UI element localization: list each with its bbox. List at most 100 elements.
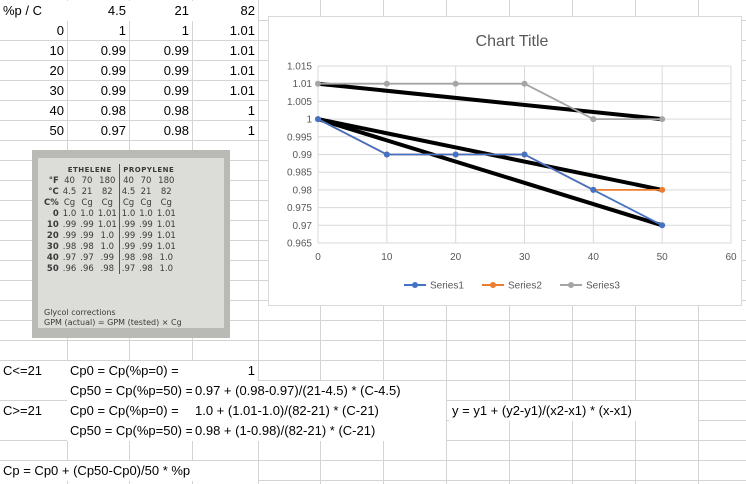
- data-point[interactable]: [315, 80, 321, 87]
- cp50-value[interactable]: 0.98 + (1-0.98)/(82-21) * (C-21): [192, 421, 446, 441]
- data-point[interactable]: [659, 116, 666, 123]
- x-tick-label: 30: [519, 252, 531, 263]
- photo-cell: .99: [118, 241, 138, 252]
- data-point[interactable]: [590, 116, 597, 123]
- table-cell[interactable]: 10: [49, 43, 64, 58]
- photo-cell: 82: [160, 186, 172, 197]
- x-tick-label: 20: [450, 252, 462, 263]
- photo-cell: 1.0: [100, 230, 115, 241]
- data-point[interactable]: [452, 151, 459, 158]
- photo-cell: 1.01: [97, 208, 117, 219]
- data-point[interactable]: [521, 151, 528, 158]
- table-cell[interactable]: 0.98: [163, 123, 189, 138]
- photo-cell: .99: [118, 230, 138, 241]
- legend-marker: [568, 282, 574, 288]
- y-tick-label: 0.99: [293, 150, 313, 161]
- photo-cell: .96: [80, 263, 94, 274]
- table-cell[interactable]: 0: [56, 23, 64, 38]
- table-cell[interactable]: 1.01: [229, 23, 255, 38]
- photo-cell: 30: [46, 241, 59, 252]
- table-cell[interactable]: 0.99: [163, 63, 189, 78]
- data-point[interactable]: [452, 80, 459, 87]
- photo-cell: .98: [139, 252, 153, 263]
- table-cell[interactable]: 0.99: [100, 43, 126, 58]
- data-point[interactable]: [590, 186, 597, 193]
- photo-cell: Cg: [101, 197, 113, 208]
- data-point[interactable]: [383, 80, 390, 87]
- photo-cell: 10: [46, 219, 59, 230]
- table-cell[interactable]: 40: [49, 103, 64, 118]
- data-point[interactable]: [383, 151, 390, 158]
- photo-cell: .99: [139, 219, 153, 230]
- series-line-series1[interactable]: [317, 118, 663, 227]
- data-point[interactable]: [659, 186, 666, 193]
- photo-cell: 0: [52, 208, 59, 219]
- legend-label[interactable]: Series3: [586, 281, 620, 292]
- table-cell[interactable]: 1.01: [229, 83, 255, 98]
- table-cell[interactable]: 30: [49, 83, 64, 98]
- table-header-cell[interactable]: %p / C: [0, 1, 67, 21]
- photo-header-ethelene: ETHELENE: [67, 165, 112, 174]
- trendline[interactable]: [316, 81, 665, 122]
- table-cell[interactable]: 0.99: [163, 43, 189, 58]
- data-point[interactable]: [521, 80, 528, 87]
- table-cell[interactable]: 0.99: [163, 83, 189, 98]
- cp50-value[interactable]: 0.97 + (0.98-0.97)/(21-4.5) * (C-4.5): [192, 381, 446, 401]
- cp0-value[interactable]: 1.0 + (1.01-1.0)/(82-21) * (C-21): [192, 401, 446, 421]
- legend-marker: [490, 282, 496, 288]
- table-cell[interactable]: 20: [49, 63, 64, 78]
- table-header-cell[interactable]: 21: [129, 1, 192, 21]
- table-cell[interactable]: 0.99: [100, 83, 126, 98]
- table-cell[interactable]: 1.01: [229, 43, 255, 58]
- photo-cell: 1.01: [156, 230, 176, 241]
- table-cell[interactable]: 50: [49, 123, 64, 138]
- cp-final-formula[interactable]: Cp = Cp0 + (Cp50-Cp0)/50 * %p: [0, 461, 258, 481]
- photo-cell: .98: [100, 263, 115, 274]
- table-cell[interactable]: 0.98: [100, 103, 126, 118]
- table-cell[interactable]: 1: [118, 23, 126, 38]
- chart-title[interactable]: Chart Title: [476, 33, 549, 50]
- y-tick-label: 1: [306, 115, 312, 126]
- cp0-value[interactable]: 1: [192, 361, 258, 381]
- y-tick-label: 1.015: [287, 62, 312, 73]
- condition-label[interactable]: C>=21: [0, 401, 67, 421]
- table-header-cell[interactable]: 82: [192, 1, 258, 21]
- table-cell[interactable]: 0.98: [163, 103, 189, 118]
- y-tick-label: 0.97: [293, 221, 313, 232]
- glycol-table-photo[interactable]: ETHELENE PROPYLENE °F 40 70 180 40 70 18…: [32, 150, 230, 338]
- chart-svg: 0.965 0.97 0.975 0.98 0.985 0.99 0.995 1 1.005 1.…: [287, 33, 737, 292]
- photo-cell: .98: [62, 241, 77, 252]
- condition-label[interactable]: C<=21: [0, 361, 67, 381]
- photo-footer-formula: GPM (actual) = GPM (tested) × Cg: [44, 318, 182, 327]
- table-cell[interactable]: 0.99: [100, 63, 126, 78]
- table-cell[interactable]: 1.01: [229, 63, 255, 78]
- table-cell[interactable]: 1: [247, 123, 255, 138]
- table-cell[interactable]: 1: [247, 103, 255, 118]
- table-cell[interactable]: 0.97: [100, 123, 126, 138]
- legend-label[interactable]: Series2: [508, 281, 542, 292]
- series-line-series3[interactable]: [318, 82, 663, 120]
- photo-cell: 1.01: [156, 208, 176, 219]
- line-chart[interactable]: 0.965 0.97 0.975 0.98 0.985 0.99 0.995 1 1.005 1.…: [268, 16, 742, 306]
- cp0-label[interactable]: Cp0 = Cp(%p=0) =: [67, 361, 192, 381]
- row-divider: [0, 340, 746, 341]
- interpolation-formula[interactable]: y = y1 + (y2-y1)/(x2-x1) * (x-x1): [449, 401, 698, 421]
- legend-label[interactable]: Series1: [430, 281, 464, 292]
- photo-cell: 180: [158, 175, 175, 186]
- photo-table: ETHELENE PROPYLENE °F 40 70 180 40 70 18…: [42, 164, 178, 274]
- cp50-label[interactable]: Cp50 = Cp(%p=50) =: [67, 421, 193, 441]
- x-tick-label: 10: [381, 252, 393, 263]
- cp50-label[interactable]: Cp50 = Cp(%p=50) =: [67, 381, 193, 401]
- photo-cell: Cg: [140, 197, 152, 208]
- table-header-cell[interactable]: 4.5: [67, 1, 129, 21]
- trendline[interactable]: [316, 117, 665, 228]
- photo-cell: Cg: [81, 197, 93, 208]
- x-tick-label: 0: [315, 252, 321, 263]
- y-tick-label: 0.985: [287, 168, 312, 179]
- y-tick-label: 0.98: [293, 185, 313, 196]
- photo-cell: °C: [48, 186, 59, 197]
- data-point[interactable]: [315, 116, 321, 123]
- data-point[interactable]: [659, 222, 666, 229]
- table-cell[interactable]: 1: [181, 23, 189, 38]
- cp0-label[interactable]: Cp0 = Cp(%p=0) =: [67, 401, 192, 421]
